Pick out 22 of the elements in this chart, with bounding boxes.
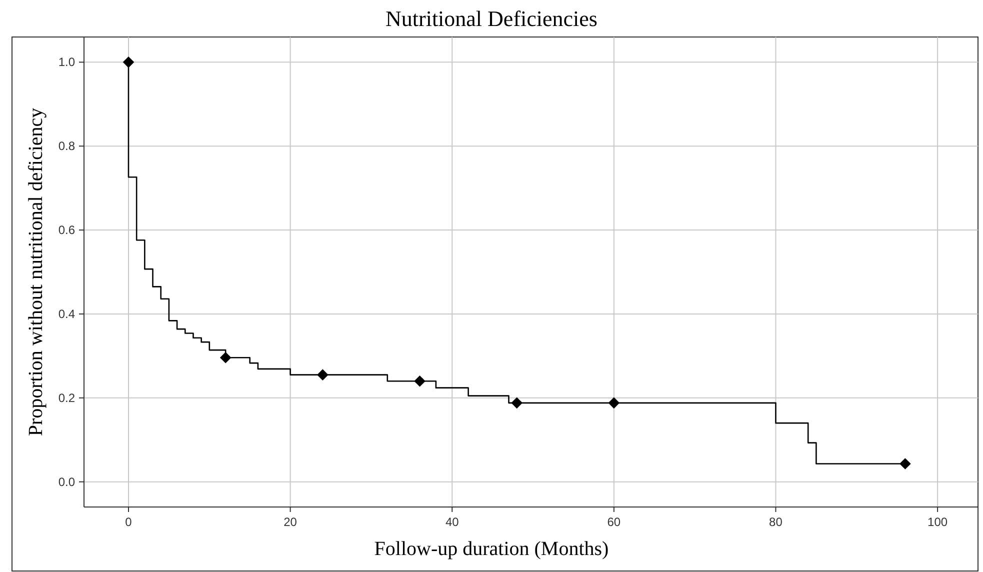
y-tick-label: 0.0 <box>58 474 76 489</box>
y-tick-label: 0.8 <box>58 139 76 154</box>
point <box>317 369 328 380</box>
point <box>900 458 911 470</box>
x-tick-label: 80 <box>769 515 783 529</box>
x-tick-label: 0 <box>125 515 132 529</box>
x-tick-label: 60 <box>607 515 621 529</box>
x-tick-label: 20 <box>284 515 298 529</box>
x-tick-label: 100 <box>928 515 948 529</box>
point <box>414 375 426 387</box>
point <box>122 56 134 68</box>
point <box>511 397 522 409</box>
y-tick-label: 0.6 <box>58 223 76 238</box>
y-axis-title: Proportion without nutritional deficiency <box>25 108 47 436</box>
y-tick-label: 0.2 <box>58 390 76 405</box>
y-tick-label: 0.4 <box>58 306 76 321</box>
chart-title: Nutritional Deficiencies <box>386 6 598 31</box>
x-tick-label: 40 <box>445 515 460 529</box>
y-tick-label: 1.0 <box>58 55 76 70</box>
x-axis-title: Follow-up duration (Months) <box>374 538 609 560</box>
point <box>608 397 620 409</box>
point <box>220 352 232 364</box>
